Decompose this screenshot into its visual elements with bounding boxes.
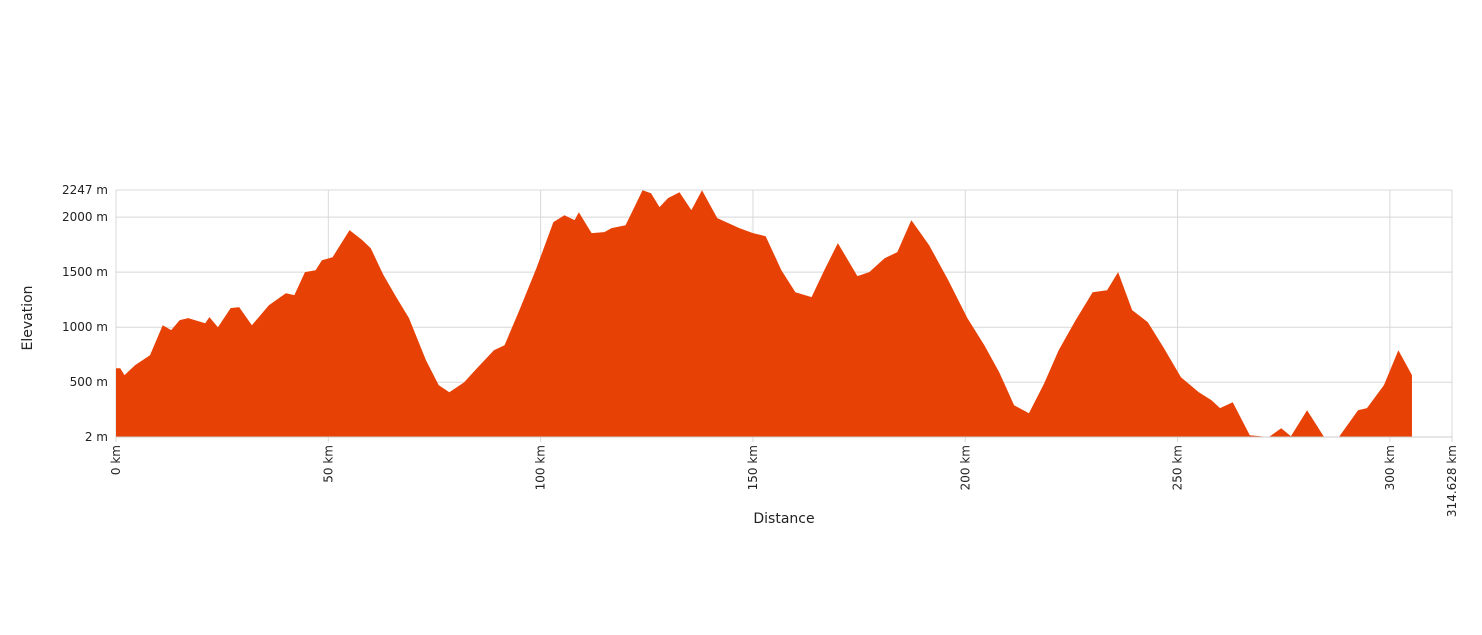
x-tick-label: 314.628 km [1445,445,1459,517]
y-tick-label: 1000 m [62,320,108,334]
y-tick-label: 2247 m [62,183,108,197]
x-tick-label: 250 km [1171,445,1185,490]
y-tick-label: 2 m [85,430,108,444]
x-tick-label: 300 km [1383,445,1397,490]
x-tick-label: 150 km [746,445,760,490]
x-tick-label: 50 km [321,445,335,483]
elevation-area [116,190,1412,437]
x-tick-label: 0 km [109,445,123,475]
x-tick-label: 100 km [534,445,548,490]
x-tick-label: 200 km [958,445,972,490]
y-tick-label: 2000 m [62,210,108,224]
y-axis-label: Elevation [20,285,36,350]
y-tick-label: 500 m [70,375,108,389]
y-tick-label: 1500 m [62,265,108,279]
x-axis-label: Distance [753,511,814,527]
